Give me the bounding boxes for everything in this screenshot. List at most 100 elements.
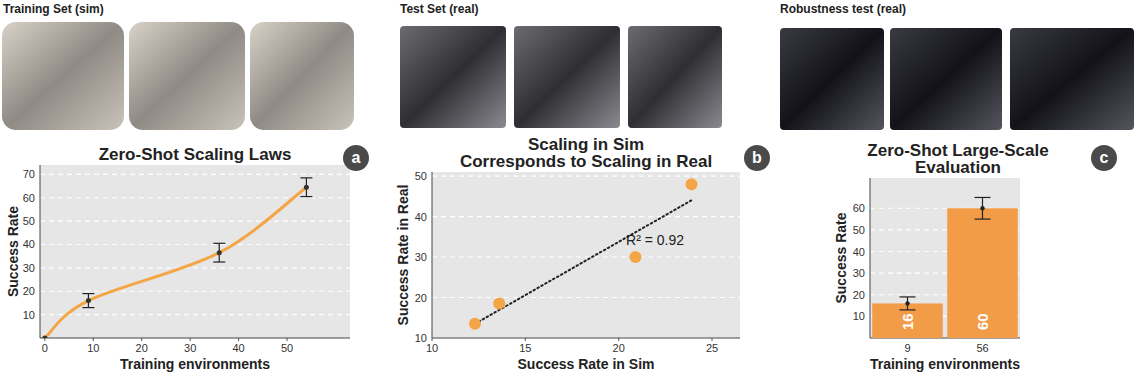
bar-marker <box>980 206 984 210</box>
x-tick-label: 25 <box>706 342 718 354</box>
grid-line <box>40 267 350 268</box>
data-label: 16 <box>899 313 916 330</box>
marks <box>42 178 312 338</box>
y-axis-line <box>870 178 871 338</box>
data-label: 60 <box>974 313 991 330</box>
chart: 102030405010152025Success Rate in SimSuc… <box>395 135 770 372</box>
line <box>45 187 307 338</box>
x-axis-title: Success Rate in Sim <box>518 356 655 372</box>
x-axis-title: Training environments <box>870 356 1020 372</box>
y-axis-line <box>40 165 41 338</box>
image-group-label: Test Set (real) <box>400 2 478 16</box>
y-tick-label: 50 <box>415 170 427 182</box>
error-cap <box>213 261 225 262</box>
x-tick-label: 20 <box>136 342 148 354</box>
photo <box>780 28 884 130</box>
panel-label: a <box>352 149 361 166</box>
photo <box>250 22 354 130</box>
panel-badge <box>343 145 369 171</box>
marker <box>304 185 309 190</box>
marker <box>86 298 91 303</box>
error-cap <box>900 296 916 297</box>
plot-background <box>432 172 740 338</box>
error-bar <box>300 178 312 197</box>
grid-line <box>432 337 740 338</box>
error-bar <box>82 294 94 308</box>
grid-line <box>40 174 350 175</box>
error-bar <box>900 297 916 310</box>
x-axis-title: Training environments <box>120 356 270 372</box>
error-cap <box>213 243 225 244</box>
y-tick-label: 70 <box>23 168 35 180</box>
y-tick-label: 30 <box>415 251 427 263</box>
grid-line <box>40 197 350 198</box>
photo <box>514 26 620 128</box>
chart-title: Zero-Shot Scaling Laws <box>99 145 292 164</box>
error-cap <box>300 196 312 197</box>
chart: 102030405060Training environmentsSuccess… <box>833 141 1117 372</box>
x-axis-line <box>432 338 740 339</box>
x-tick-label: 10 <box>87 342 99 354</box>
y-tick-label: 40 <box>415 211 427 223</box>
y-tick-label: 60 <box>853 202 865 214</box>
grid-line <box>40 291 350 292</box>
x-tick-label: 56 <box>976 342 988 354</box>
y-tick-label: 20 <box>853 289 865 301</box>
x-tick-label: 0 <box>42 342 48 354</box>
error-cap <box>975 197 991 198</box>
marker <box>42 336 47 339</box>
grid-line <box>40 221 350 222</box>
figure: Training Set (sim) Test Set (real) Robustn… <box>0 0 1134 376</box>
x-tick-label: 30 <box>184 342 196 354</box>
chart-title: Evaluation <box>915 158 1001 177</box>
x-tick-label: 9 <box>904 342 910 354</box>
marker <box>217 250 222 255</box>
chart-title: Corresponds to Scaling in Real <box>460 152 712 171</box>
grid-line <box>432 297 740 298</box>
error-cap <box>82 307 94 308</box>
y-tick-label: 30 <box>23 262 35 274</box>
panel-badge <box>744 145 770 171</box>
image-group-label: Robustness test (real) <box>780 2 906 16</box>
x-axis-line <box>40 338 350 339</box>
marks <box>872 197 1018 338</box>
y-tick-label: 10 <box>23 309 35 321</box>
panel-badge <box>1091 145 1117 171</box>
x-tick-label: 15 <box>519 342 531 354</box>
error-bar <box>213 243 225 262</box>
plot-background <box>870 178 1020 338</box>
point <box>469 318 481 330</box>
bar-marker <box>905 301 909 305</box>
plot-background <box>40 165 350 338</box>
error-cap <box>975 218 991 219</box>
grid-line <box>432 216 740 217</box>
marks <box>469 178 698 330</box>
point <box>629 251 641 263</box>
grid-line <box>432 256 740 257</box>
error-cap <box>900 309 916 310</box>
y-tick-label: 50 <box>23 215 35 227</box>
y-axis-line <box>432 172 433 338</box>
x-tick-label: 50 <box>281 342 293 354</box>
y-tick-label: 30 <box>853 267 865 279</box>
y-tick-label: 40 <box>23 238 35 250</box>
x-tick-label: 10 <box>426 342 438 354</box>
x-tick-label: 40 <box>232 342 244 354</box>
error-cap <box>300 177 312 178</box>
photo <box>400 26 506 128</box>
point <box>685 178 697 190</box>
x-tick-label: 20 <box>613 342 625 354</box>
image-group-label: Training Set (sim) <box>3 2 104 16</box>
panel-label: c <box>1100 149 1109 166</box>
photo <box>129 22 245 130</box>
photo <box>2 22 124 130</box>
y-tick-label: 20 <box>23 285 35 297</box>
y-tick-label: 20 <box>415 292 427 304</box>
y-axis-title: Success Rate <box>833 212 849 303</box>
photo <box>1010 28 1134 130</box>
grid-line <box>40 244 350 245</box>
y-tick-label: 60 <box>23 192 35 204</box>
point <box>493 298 505 310</box>
photo <box>890 28 1002 130</box>
chart: 10 20 30 40 50 60 70 0 10 20 30 40 50 Training enviro… <box>5 145 369 372</box>
